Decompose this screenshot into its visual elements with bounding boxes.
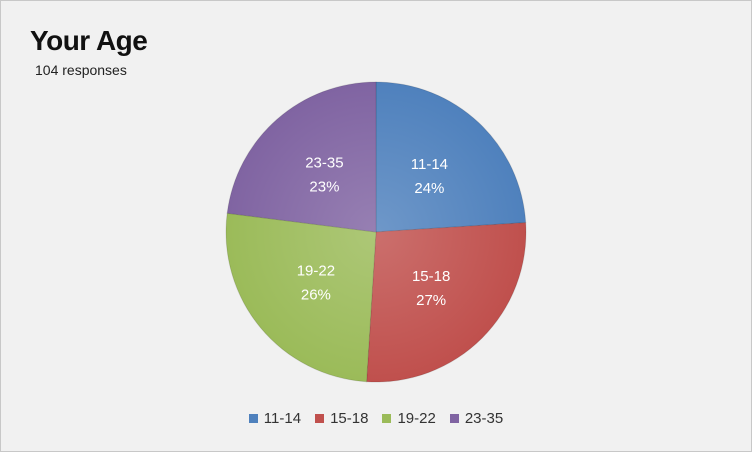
legend: 11-14 15-18 19-22 23-35 — [0, 410, 752, 427]
chart-title: Your Age — [30, 25, 148, 56]
legend-item-19-22: 19-22 — [382, 410, 436, 427]
slice-category-label: 19-22 — [297, 263, 335, 280]
pie-slice-shading — [227, 82, 376, 232]
slice-category-label: 23-35 — [305, 154, 343, 171]
legend-item-15-18: 15-18 — [315, 410, 368, 427]
legend-label: 11-14 — [263, 410, 302, 427]
slice-percent-label: 24% — [414, 180, 444, 197]
legend-swatch — [382, 414, 392, 423]
legend-label: 23-35 — [464, 410, 504, 427]
legend-item-23-35: 23-35 — [449, 410, 504, 427]
slice-percent-label: 26% — [301, 287, 331, 304]
slice-percent-label: 27% — [416, 292, 446, 309]
legend-label: 15-18 — [330, 410, 369, 427]
legend-item-11-14: 11-14 — [248, 410, 302, 427]
legend-swatch — [248, 414, 258, 423]
slice-category-label: 15-18 — [412, 268, 450, 285]
pie-slice-shading — [226, 213, 376, 382]
slice-percent-label: 23% — [309, 178, 339, 195]
response-count: 104 responses — [35, 62, 127, 78]
slice-category-label: 11-14 — [411, 156, 448, 173]
pie-slice-shading — [366, 222, 526, 382]
legend-swatch — [315, 414, 325, 423]
pie-slice-shading — [376, 82, 526, 232]
legend-label: 19-22 — [397, 410, 436, 427]
legend-swatch — [449, 414, 459, 423]
